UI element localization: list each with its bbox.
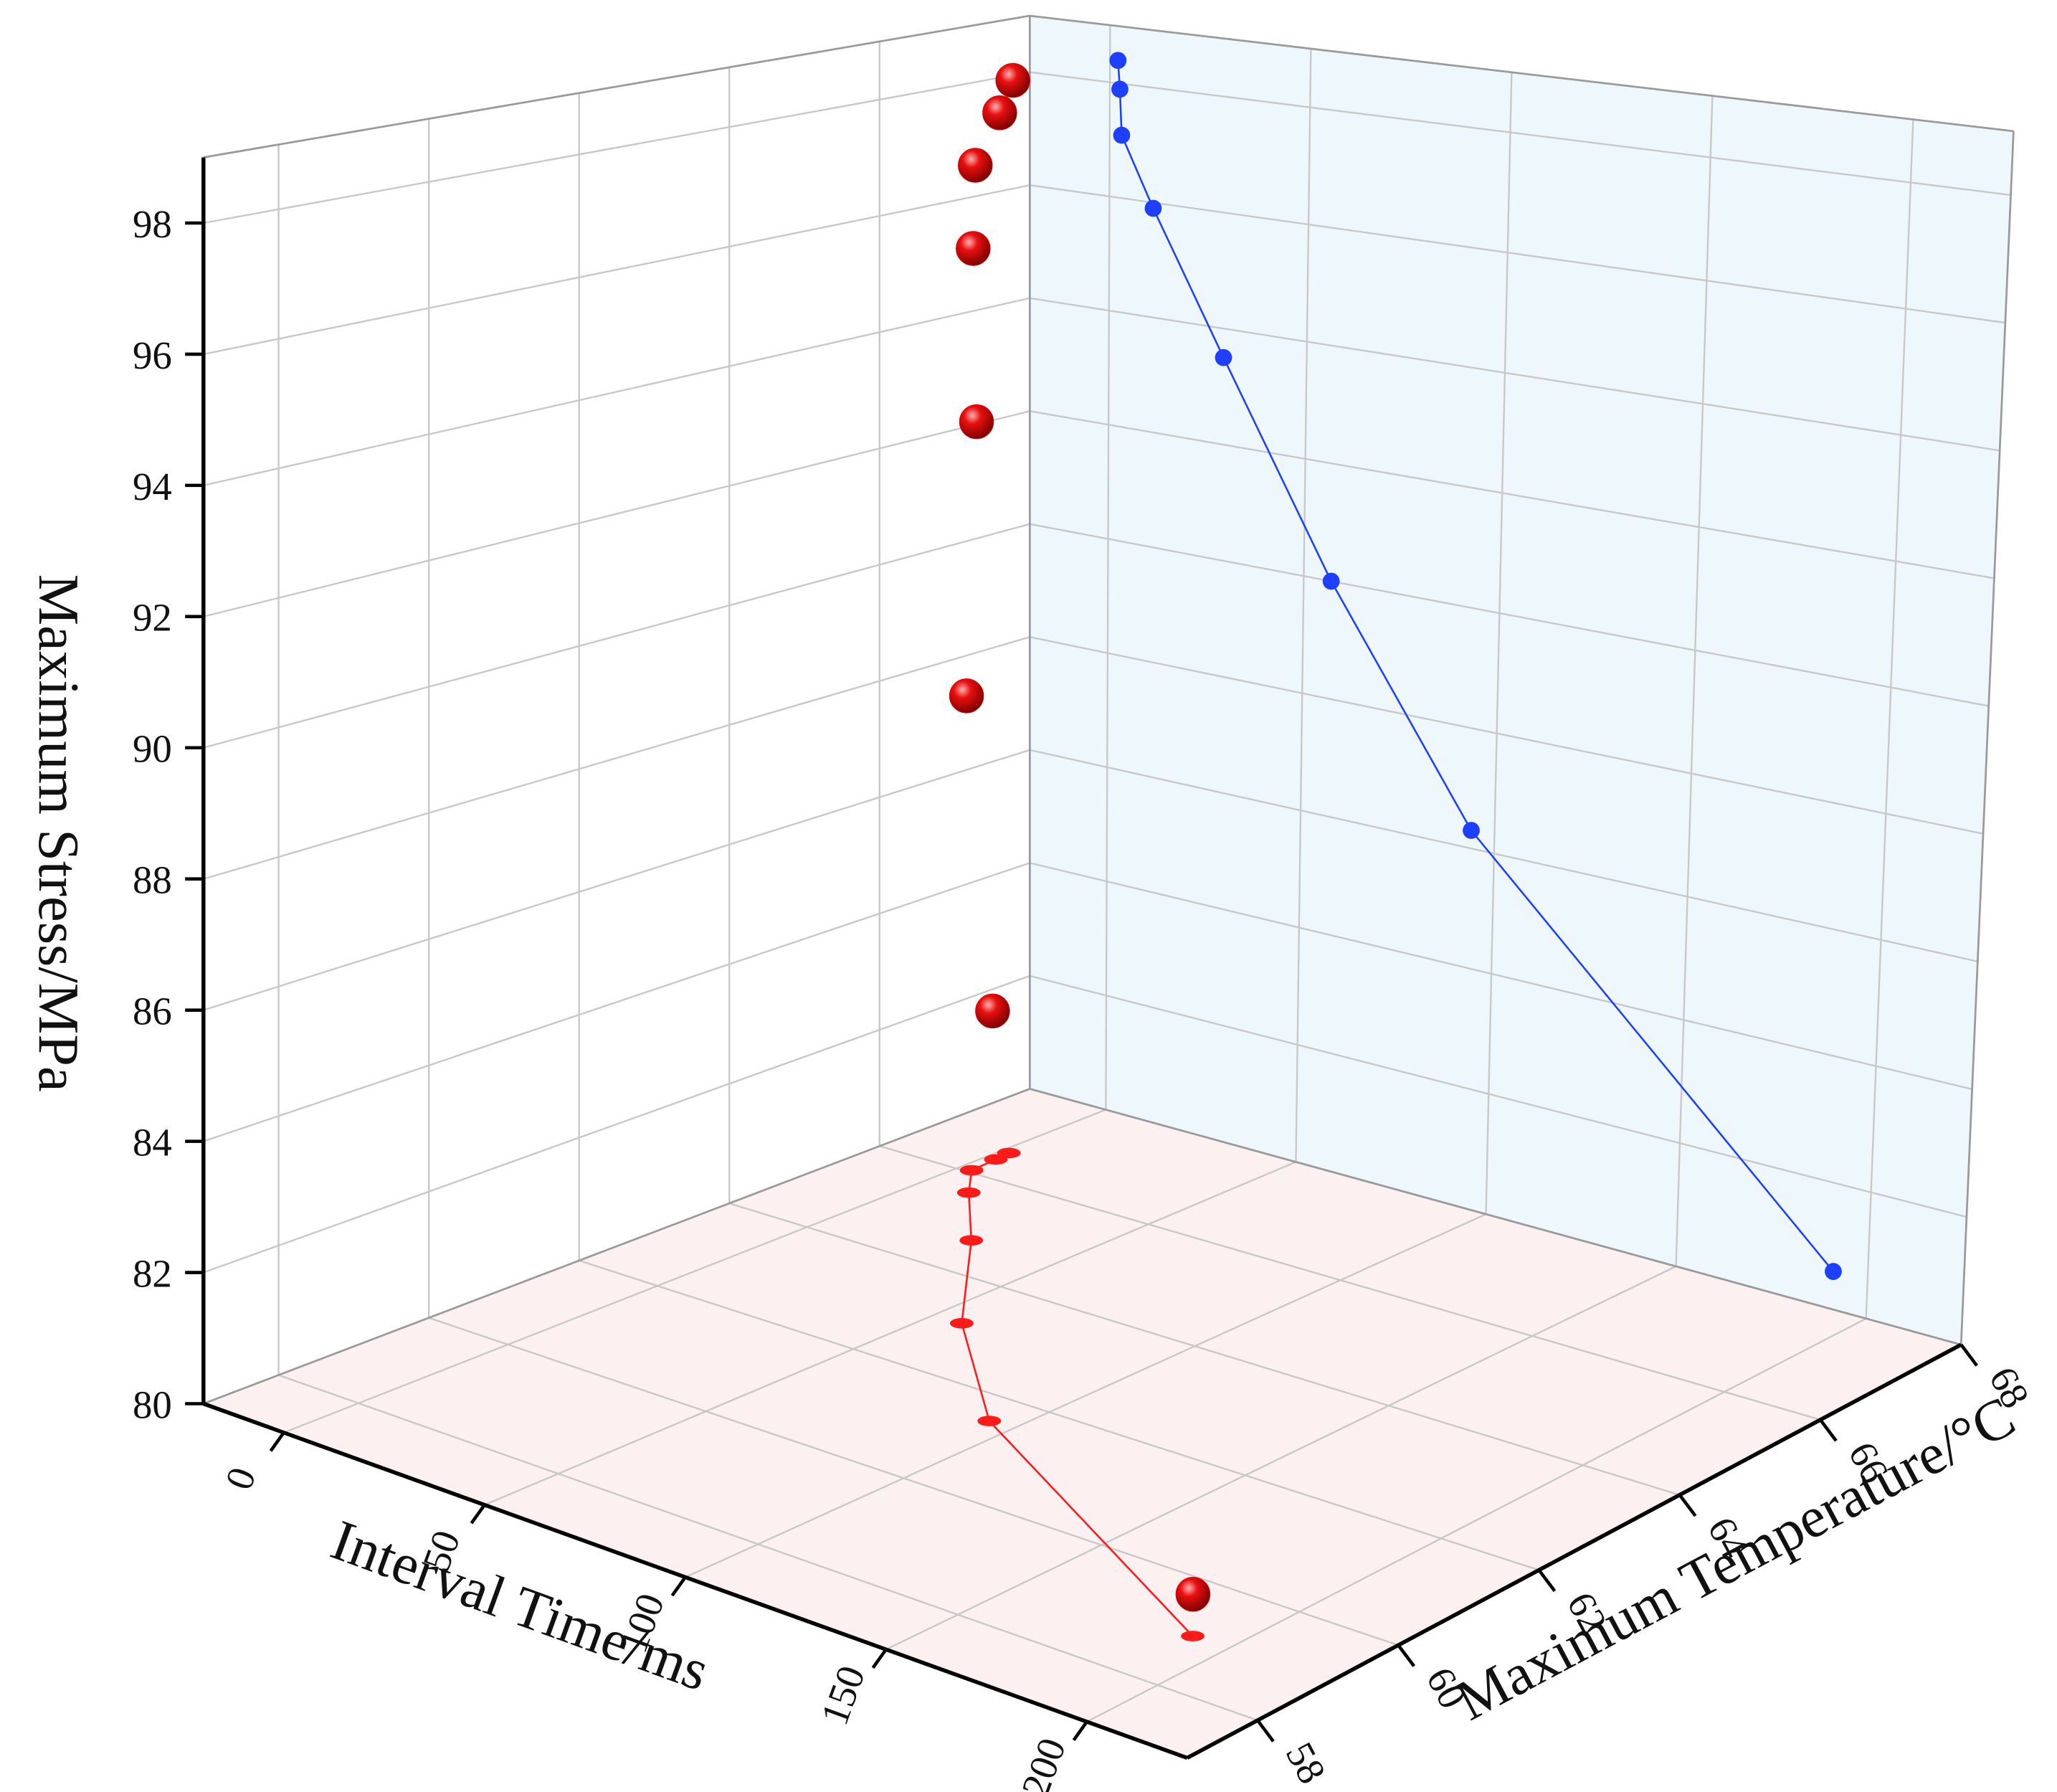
tick-mark bbox=[1819, 1418, 1838, 1442]
axis-line bbox=[202, 1401, 1188, 1760]
grid-line bbox=[1675, 95, 1714, 1266]
grid-line bbox=[728, 1202, 1681, 1496]
z-tick-label: 94 bbox=[133, 465, 172, 508]
grid-line bbox=[203, 71, 1030, 224]
z-tick-label: 90 bbox=[133, 727, 172, 771]
grid-line bbox=[1030, 71, 2011, 196]
z-tick-label: 80 bbox=[133, 1383, 172, 1426]
x-tick-label: 150 bbox=[812, 1660, 873, 1730]
grid-line bbox=[1030, 975, 1967, 1218]
floor-projection-point bbox=[977, 1416, 1002, 1426]
z-tick-label: 84 bbox=[133, 1121, 172, 1165]
grid-line bbox=[203, 410, 1030, 617]
back-wall bbox=[1030, 15, 2014, 1345]
grid-line bbox=[1865, 119, 1914, 1319]
grid-line bbox=[879, 1145, 1821, 1421]
z-tick-label: 86 bbox=[133, 990, 172, 1033]
grid-line bbox=[579, 1259, 1539, 1571]
wall-projection-point bbox=[1215, 349, 1232, 366]
z-tick-label: 92 bbox=[133, 596, 172, 640]
grid-line bbox=[278, 1374, 1258, 1722]
wall-projection-point bbox=[1109, 52, 1127, 70]
grid-line bbox=[1030, 410, 1995, 579]
grid-line bbox=[283, 1109, 1106, 1433]
grid-line bbox=[685, 1213, 1487, 1578]
grid-line bbox=[203, 184, 1030, 356]
grid-line bbox=[1030, 862, 1972, 1091]
grid-line bbox=[203, 636, 1030, 880]
wall-projection-point bbox=[1322, 572, 1340, 590]
point bbox=[975, 993, 1010, 1029]
grid-line bbox=[428, 1317, 1399, 1646]
x-tick-label: 0 bbox=[217, 1461, 265, 1495]
point bbox=[956, 231, 991, 266]
floor-projection-point bbox=[1181, 1631, 1205, 1641]
wall-projection-point bbox=[1113, 126, 1131, 144]
point bbox=[1175, 1577, 1211, 1612]
grid-line bbox=[203, 749, 1030, 1011]
tick-mark bbox=[1072, 1720, 1088, 1741]
wall-projection-point bbox=[1463, 822, 1480, 839]
frame-edge bbox=[203, 14, 1030, 158]
tick-mark bbox=[1537, 1569, 1557, 1593]
grid-line bbox=[203, 523, 1030, 749]
grid-line bbox=[203, 297, 1030, 487]
grid-line bbox=[1030, 184, 2006, 324]
z-tick-label: 88 bbox=[133, 858, 172, 902]
floor-projection-point bbox=[956, 1187, 981, 1198]
tick-mark bbox=[470, 1504, 486, 1525]
z-axis-title: Maximum Stress/MPa bbox=[27, 574, 90, 1092]
wall-projection-point bbox=[1111, 80, 1129, 98]
frame-edge bbox=[1030, 14, 2014, 133]
grid-line bbox=[1030, 749, 1978, 962]
point bbox=[958, 148, 993, 183]
grid-line bbox=[1030, 523, 1989, 707]
tick-mark bbox=[1678, 1494, 1697, 1517]
x-tick-label: 200 bbox=[1013, 1732, 1074, 1792]
grid-line bbox=[1485, 72, 1513, 1215]
tick-mark bbox=[670, 1576, 687, 1597]
point bbox=[982, 95, 1017, 131]
grid-line bbox=[1030, 297, 2000, 452]
tick-mark bbox=[1256, 1719, 1275, 1743]
grid-line bbox=[1086, 1317, 1867, 1723]
grid-line bbox=[484, 1161, 1296, 1506]
wall-projection-point bbox=[1825, 1263, 1842, 1280]
z-tick-label: 98 bbox=[133, 202, 172, 246]
y-tick-label: 58 bbox=[1278, 1735, 1335, 1791]
grid-line bbox=[1105, 25, 1111, 1110]
floor-projection-point bbox=[959, 1165, 984, 1176]
frame-edge bbox=[1959, 131, 2015, 1345]
grid-line bbox=[1295, 48, 1312, 1162]
frame-edge bbox=[203, 1088, 1030, 1405]
grid-line bbox=[203, 862, 1030, 1142]
frame-edge bbox=[1029, 1088, 1962, 1346]
point bbox=[949, 678, 984, 714]
point bbox=[959, 404, 994, 440]
floor-projection-point bbox=[959, 1235, 984, 1246]
tick-mark bbox=[1397, 1644, 1416, 1667]
grid-line bbox=[885, 1265, 1677, 1651]
point bbox=[995, 62, 1030, 98]
tick-mark bbox=[1959, 1343, 1979, 1367]
z-tick-label: 96 bbox=[133, 333, 172, 377]
grid-line bbox=[203, 975, 1030, 1274]
floor-projection-point bbox=[984, 1154, 1008, 1165]
floor-projection-point bbox=[949, 1318, 974, 1329]
tick-mark bbox=[871, 1648, 888, 1669]
axis-line bbox=[1186, 1342, 1962, 1760]
z-tick-label: 82 bbox=[133, 1251, 172, 1295]
wall-projection-point bbox=[1144, 199, 1162, 217]
grid-line bbox=[1030, 636, 1984, 835]
tick-mark bbox=[269, 1431, 285, 1452]
